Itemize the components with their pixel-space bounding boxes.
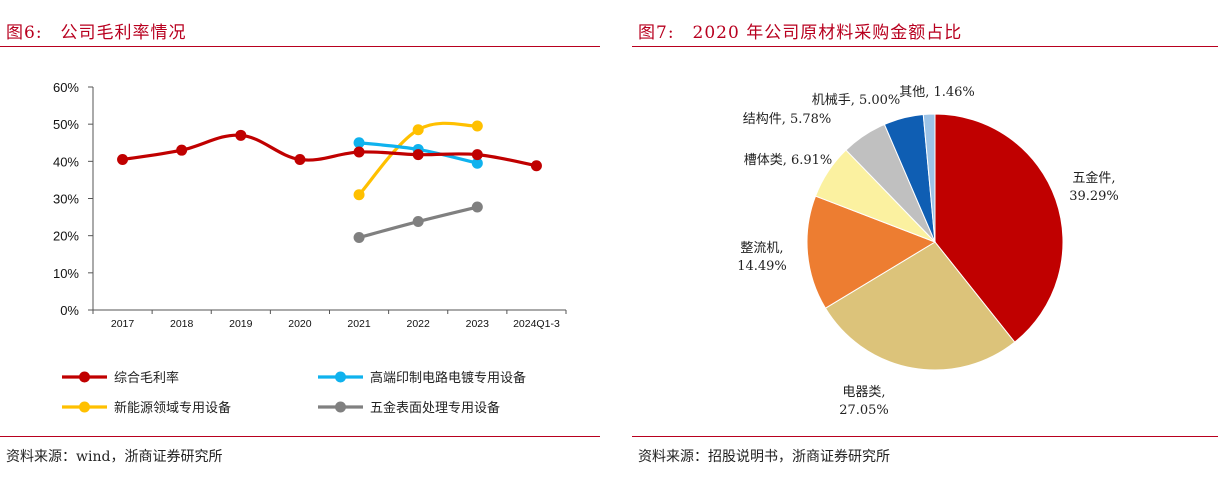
y-tick-label: 0%: [60, 303, 79, 318]
series-3-point: [471, 201, 483, 213]
legend-item: 高端印制电路电镀专用设备: [318, 370, 526, 386]
pie-slice-2: [806, 195, 937, 309]
x-tick-label: 2019: [229, 318, 253, 330]
pie-label-6: 其他, 1.46%: [899, 85, 975, 100]
figure-7-title: 图7: 2020 年公司原材料采购金额占比: [638, 18, 962, 43]
series-0-line: [120, 133, 539, 168]
pie-slice-1: [824, 241, 1016, 371]
series-2-point: [353, 189, 365, 201]
figure-7-panel: 图7: 2020 年公司原材料采购金额占比 五金件, 39.29% 电器类, 27.05…: [632, 0, 1218, 477]
series-0-point: [471, 149, 483, 161]
figure-7-top-rule: [632, 46, 1218, 47]
x-tick-label: 2020: [288, 318, 312, 330]
pie-label-1: 电器类, 27.05%: [839, 385, 889, 418]
figure-6-panel: 图6: 公司毛利率情况 0% 10% 20% 30% 40% 50% 60% 2017 2018 2…: [0, 0, 600, 477]
y-tick-label: 50%: [53, 117, 79, 132]
series-0-point: [176, 144, 188, 156]
legend-item: 新能源领域专用设备: [62, 400, 231, 416]
x-tick-label: 2017: [111, 318, 135, 330]
legend-swatch-marker: [335, 401, 346, 413]
pie-label-4: 结构件, 5.78%: [743, 112, 832, 127]
x-tick-label: 2024Q1-3: [513, 318, 560, 330]
figure-6-source: 资料来源：wind，浙商证券研究所: [6, 449, 223, 465]
series-0-point: [353, 146, 365, 158]
series-3-point: [412, 216, 424, 228]
pie-label-name: 电器类,: [842, 385, 885, 400]
series-0-point: [117, 153, 129, 165]
y-tick-label: 20%: [53, 229, 79, 244]
gross-margin-line-chart: 0% 10% 20% 30% 40% 50% 60% 2017 2018 2019 2020 2021…: [53, 80, 567, 416]
series-2-point: [412, 124, 424, 136]
series-0-point: [294, 153, 306, 165]
legend-item: 综合毛利率: [62, 370, 179, 386]
y-tick-label: 10%: [53, 266, 79, 281]
pie-slice-6: [922, 113, 936, 243]
legend-label: 高端印制电路电镀专用设备: [370, 370, 526, 386]
figure-6-bottom-rule: [0, 436, 600, 437]
pie-label-name: 整流机,: [740, 241, 783, 256]
legend-label: 综合毛利率: [114, 370, 179, 386]
pie-label-3: 槽体类, 6.91%: [744, 153, 833, 168]
pie-label-value: 39.29%: [1069, 189, 1119, 204]
figure-7-bottom-rule: [632, 436, 1218, 437]
legend-swatch-marker: [335, 371, 346, 383]
material-purchase-pie-chart: 五金件, 39.29% 电器类, 27.05% 整流机, 14.49% 槽体类, 6.91%…: [737, 85, 1119, 418]
legend-label: 五金表面处理专用设备: [370, 400, 500, 416]
figure-6-number: 图6:: [6, 23, 43, 43]
series-0-point: [530, 160, 542, 172]
figure-6-top-rule: [0, 46, 600, 47]
figure-7-number: 图7:: [638, 23, 675, 43]
y-tick-label: 30%: [53, 192, 79, 207]
series-0-point: [412, 149, 424, 161]
pie-label-value: 27.05%: [839, 403, 889, 418]
series-1-point: [471, 157, 483, 169]
series-1-point: [353, 137, 365, 149]
y-tick-label: 60%: [53, 80, 79, 95]
legend-item: 五金表面处理专用设备: [318, 400, 500, 416]
series-0-point: [235, 129, 247, 141]
figure-6-title: 图6: 公司毛利率情况: [6, 18, 187, 43]
pie-label-name: 五金件,: [1072, 170, 1115, 186]
legend-swatch-marker: [79, 371, 90, 383]
pie-label-5: 机械手, 5.00%: [812, 93, 901, 108]
figure-6-title-text: 公司毛利率情况: [60, 23, 187, 43]
pie-label-value: 14.49%: [737, 259, 787, 274]
y-tick-label: 40%: [53, 154, 79, 169]
series-2-point: [471, 120, 483, 132]
x-tick-label: 2018: [170, 318, 194, 330]
figure-7-title-text: 2020 年公司原材料采购金额占比: [692, 23, 963, 43]
x-tick-label: 2022: [407, 318, 431, 330]
figure-7-source: 资料来源：招股说明书，浙商证券研究所: [638, 449, 890, 465]
pie-label-0: 五金件, 39.29%: [1069, 170, 1119, 204]
x-tick-label: 2023: [466, 318, 490, 330]
pie-slice-0: [934, 113, 1064, 343]
pie-label-2: 整流机, 14.49%: [737, 241, 787, 274]
legend-label: 新能源领域专用设备: [114, 400, 231, 416]
legend-swatch-marker: [79, 401, 90, 413]
series-3-point: [353, 232, 365, 244]
x-tick-label: 2021: [347, 318, 371, 330]
